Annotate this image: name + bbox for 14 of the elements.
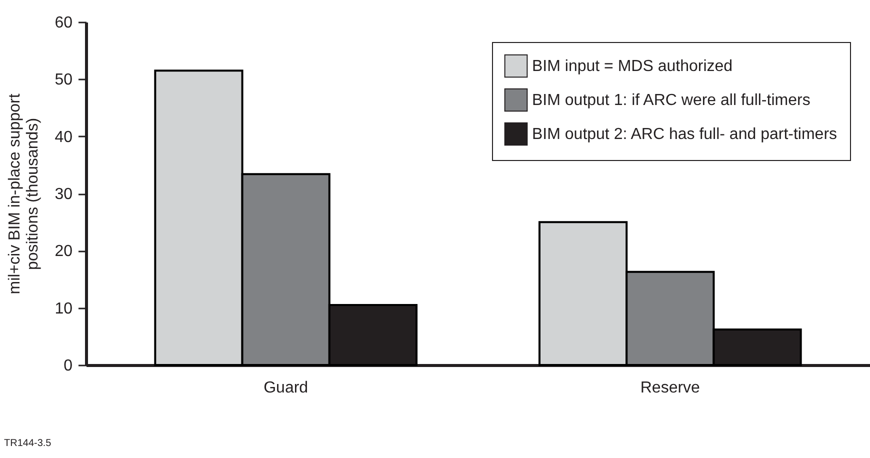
legend-label: BIM input = MDS authorized bbox=[532, 58, 733, 75]
legend-label: BIM output 1: if ARC were all full-timers bbox=[532, 92, 810, 109]
y-tick-label: 60 bbox=[54, 14, 73, 32]
legend-label: BIM output 2: ARC has full- and part-timers bbox=[532, 126, 838, 143]
text: TR144-3.5 bbox=[4, 438, 52, 449]
y-tick-label: 20 bbox=[54, 243, 73, 260]
y-tick-label: 50 bbox=[54, 72, 73, 89]
y-tick-label: 0 bbox=[64, 358, 73, 374]
x-tick-label: Reserve bbox=[640, 380, 700, 396]
y-axis-title: mil+civ BIM in-place support positions (thousands) bbox=[6, 93, 42, 294]
y-tick-label: 10 bbox=[54, 300, 73, 318]
y-tick-label: 40 bbox=[54, 128, 73, 146]
x-tick-label: Guard bbox=[264, 380, 308, 396]
y-tick-label: 30 bbox=[54, 186, 73, 203]
